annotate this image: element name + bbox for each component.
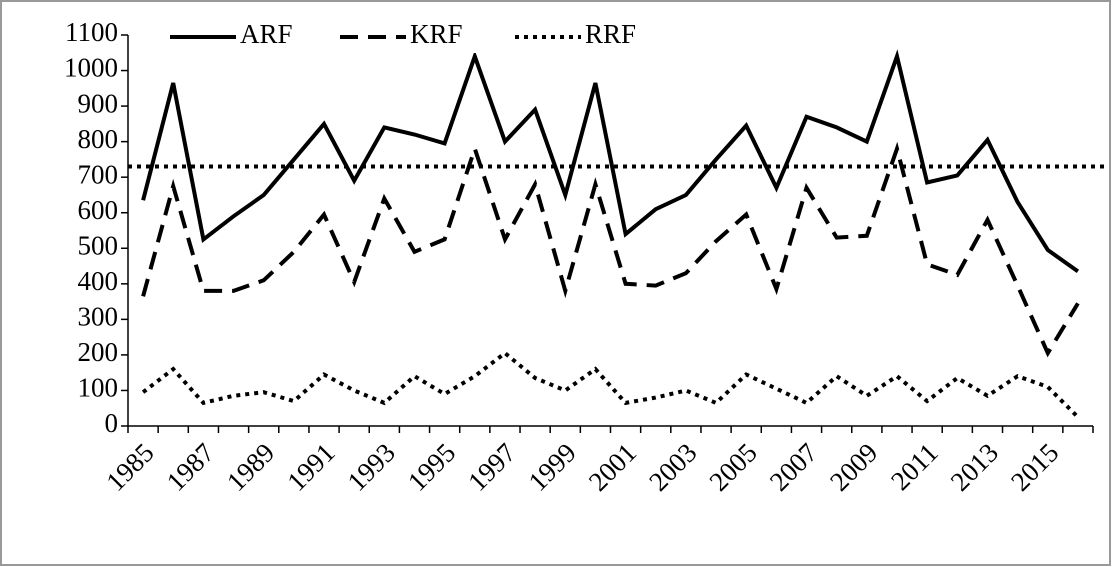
y-tick-label: 600 bbox=[78, 195, 119, 225]
y-tick-label: 700 bbox=[78, 159, 119, 189]
legend-label: KRF bbox=[410, 19, 463, 49]
legend-background bbox=[511, 21, 671, 53]
y-tick-label: 900 bbox=[78, 88, 119, 118]
y-tick-label: 400 bbox=[78, 266, 119, 296]
y-tick-label: 1100 bbox=[65, 17, 118, 47]
legend-label: RRF bbox=[585, 19, 636, 49]
y-tick-label: 100 bbox=[78, 373, 119, 403]
y-tick-label: 300 bbox=[78, 302, 119, 332]
data-line bbox=[141, 49, 1080, 274]
y-tick-label: 800 bbox=[78, 124, 119, 154]
y-tick-label: 500 bbox=[78, 230, 119, 260]
data-line bbox=[141, 141, 1080, 358]
data-line bbox=[141, 350, 1080, 419]
y-tick-label: 200 bbox=[78, 337, 119, 367]
legend-background bbox=[336, 21, 496, 53]
y-tick-label: 1000 bbox=[64, 53, 118, 83]
y-tick-label: 0 bbox=[105, 408, 119, 438]
legend-label: ARF bbox=[240, 19, 293, 49]
